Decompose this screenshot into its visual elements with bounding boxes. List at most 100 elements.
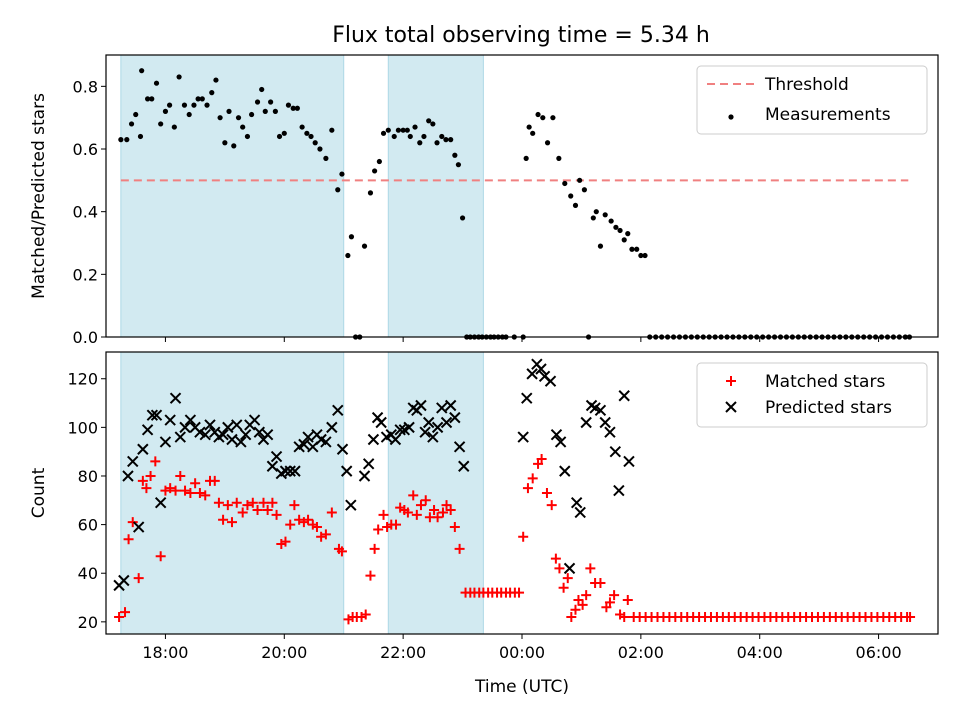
matched-point <box>622 594 633 605</box>
predicted-point <box>204 419 216 431</box>
predicted-point <box>340 465 353 477</box>
predicted-point <box>332 404 344 417</box>
matched-point <box>133 573 144 584</box>
measurement-point <box>608 218 614 224</box>
predicted-point <box>613 484 625 497</box>
predicted-point <box>174 431 186 443</box>
legend-box <box>696 65 928 135</box>
measurement-point <box>629 246 635 252</box>
measurement-point <box>308 133 314 140</box>
measurement-point <box>262 108 268 114</box>
measurement-point <box>204 102 210 108</box>
matched-point <box>326 507 337 518</box>
matched-point <box>365 570 376 581</box>
matched-point <box>180 485 191 496</box>
predicted-point <box>248 414 261 426</box>
predicted-point <box>231 419 243 431</box>
y-tick-label: 0.4 <box>73 203 98 222</box>
y-tick-label: 100 <box>67 418 98 437</box>
measurement-point <box>244 133 251 140</box>
predicted-point <box>458 460 470 472</box>
measurement-point <box>590 215 596 221</box>
measurement-point <box>226 108 232 114</box>
measurement-point <box>139 68 145 74</box>
predicted-point <box>415 399 427 412</box>
measurement-point <box>400 127 406 133</box>
matched-point <box>566 611 577 622</box>
matched-point <box>570 604 581 615</box>
measurement-point <box>412 124 418 130</box>
matched-point <box>619 611 630 622</box>
matched-point <box>445 505 456 516</box>
predicted-point <box>298 438 310 451</box>
series-x <box>113 358 635 592</box>
matched-point <box>137 475 148 486</box>
measurement-point <box>276 133 283 140</box>
matched-point <box>373 524 384 535</box>
measurement-point <box>166 102 173 108</box>
predicted-point <box>199 428 211 441</box>
matched-point <box>402 507 413 518</box>
measurement-point <box>407 133 413 140</box>
predicted-point <box>403 421 415 434</box>
measurement-point <box>577 177 583 183</box>
measurement-point <box>235 115 242 121</box>
measurement-point <box>642 252 648 259</box>
predicted-point <box>618 390 630 402</box>
series-dot <box>118 68 913 340</box>
matched-point <box>280 536 291 547</box>
y-tick-label: 40 <box>78 564 98 583</box>
measurement-point <box>195 96 201 102</box>
measurement-point <box>299 124 305 130</box>
legend-box <box>696 362 928 428</box>
legend-label: Measurements <box>765 105 891 125</box>
matched-point <box>200 490 211 501</box>
measurement-point <box>145 96 151 102</box>
predicted-point <box>394 424 406 436</box>
measurement-point <box>455 162 462 168</box>
y-tick-label: 0.6 <box>73 140 98 159</box>
matched-point <box>378 509 389 520</box>
predicted-point <box>253 426 266 438</box>
shaded-interval <box>387 351 484 635</box>
y-tick-label: 0.2 <box>73 265 98 284</box>
measurement-point <box>323 155 329 161</box>
measurement-point <box>602 212 608 218</box>
matched-point <box>415 500 426 511</box>
predicted-point <box>164 414 176 426</box>
matched-point <box>360 609 371 620</box>
measurement-point <box>593 209 599 215</box>
predicted-point <box>159 436 172 448</box>
x-tick-label: 00:00 <box>499 643 545 662</box>
measurement-point <box>556 155 562 161</box>
matched-point <box>522 483 533 494</box>
shaded-interval <box>120 54 345 338</box>
y-tick-label: 60 <box>78 516 98 535</box>
measurement-point <box>385 127 391 133</box>
predicted-point <box>453 441 466 453</box>
predicted-point <box>367 433 380 446</box>
matched-point <box>527 473 538 484</box>
measurement-point <box>391 133 397 140</box>
matched-point <box>437 507 448 518</box>
matched-point <box>185 488 196 498</box>
legend-label: Matched stars <box>765 372 885 392</box>
matched-point <box>242 500 253 511</box>
matched-point <box>585 563 596 574</box>
matched-point <box>231 497 242 508</box>
measurement-point <box>376 158 382 165</box>
matched-point <box>420 495 431 506</box>
predicted-point <box>222 421 234 434</box>
predicted-point <box>118 574 130 587</box>
matched-point <box>429 505 440 516</box>
matched-point <box>449 522 460 533</box>
predicted-point <box>526 368 538 380</box>
shaded-interval <box>120 351 345 635</box>
measurement-point <box>272 108 278 114</box>
predicted-point <box>169 392 182 404</box>
measurement-point <box>597 243 604 249</box>
measurement-point <box>339 171 345 177</box>
measurement-point <box>404 127 410 133</box>
measurement-point <box>550 115 556 121</box>
